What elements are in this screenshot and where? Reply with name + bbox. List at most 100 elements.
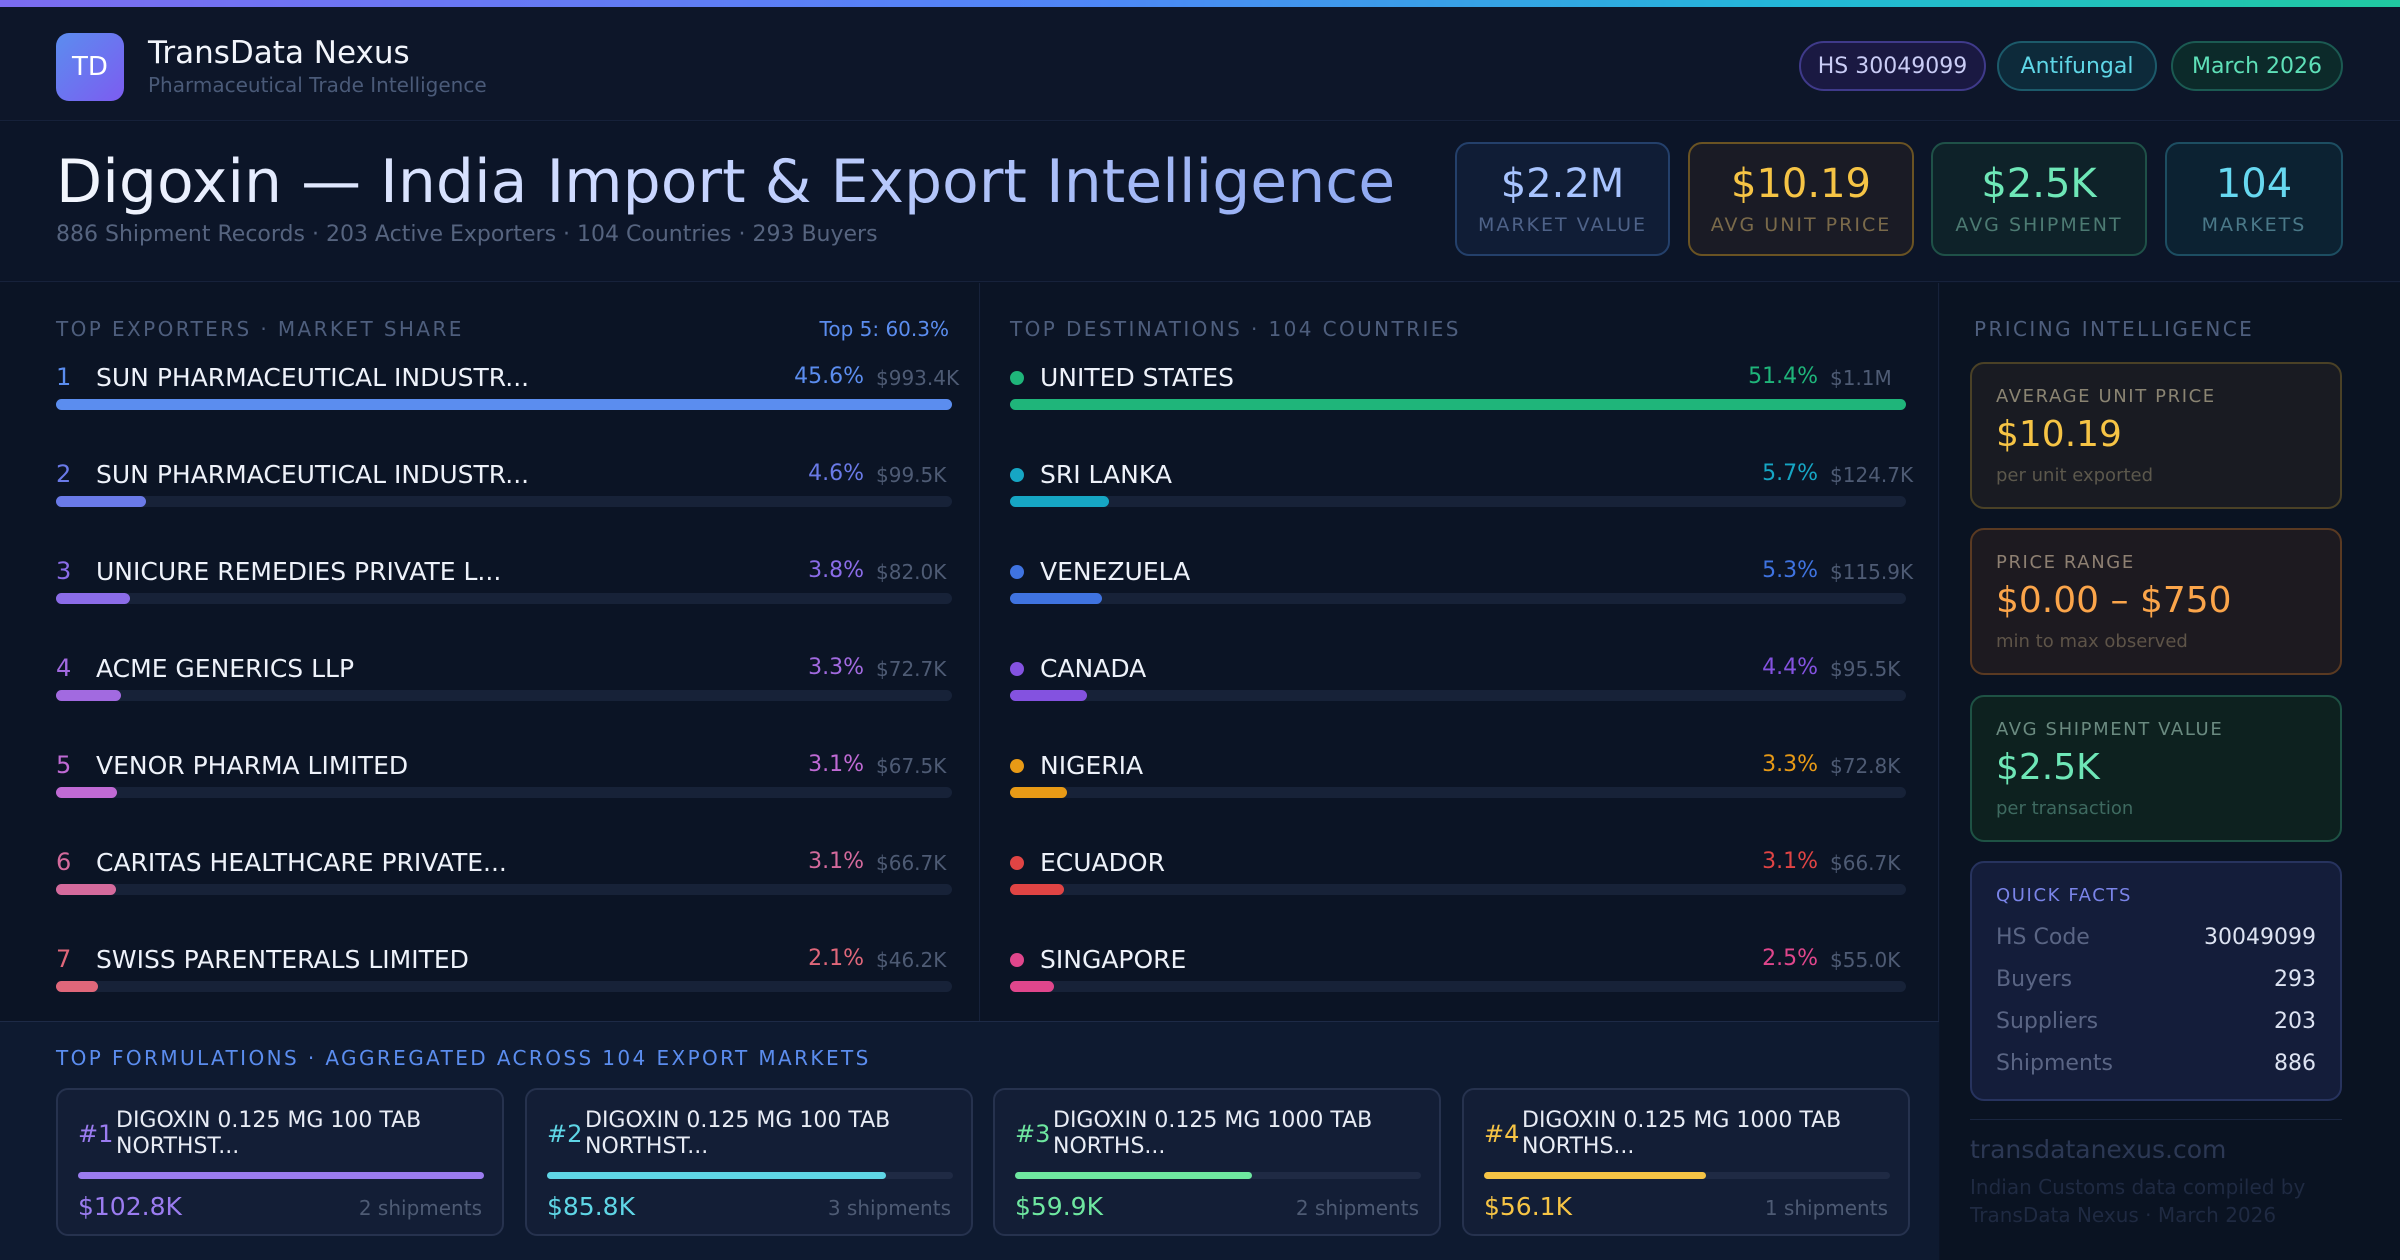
formulation-bar-fill <box>1484 1172 1706 1179</box>
destination-name: CANADA <box>1040 654 1147 683</box>
exporter-share-pct: 45.6% <box>794 364 864 389</box>
formulation-value: $102.8K <box>78 1192 182 1221</box>
destination-row[interactable]: VENEZUELA 5.3% $115.9K <box>1010 557 1913 617</box>
destination-name: SRI LANKA <box>1040 460 1172 489</box>
exporter-name: SWISS PARENTERALS LIMITED <box>96 945 469 974</box>
top5-note: Top 5: 60.3% <box>819 317 949 341</box>
avg-shipment-card: AVG SHIPMENT VALUE $2.5K per transaction <box>1970 695 2342 842</box>
formulation-shipments: 3 shipments <box>827 1196 951 1220</box>
kpi-markets: 104 MARKETS <box>2165 142 2343 256</box>
share-bar-fill <box>1010 884 1064 895</box>
fact-row: Shipments 886 <box>1996 1051 2316 1081</box>
destinations-panel: TOP DESTINATIONS · 104 COUNTRIES UNITED … <box>981 283 1939 1021</box>
fact-row: HS Code 30049099 <box>1996 925 2316 955</box>
destination-row[interactable]: ECUADOR 3.1% $66.7K <box>1010 848 1906 908</box>
destination-row[interactable]: SINGAPORE 2.5% $55.0K <box>1010 945 1906 1005</box>
formulation-name: DIGOXIN 0.125 MG 1000 TAB NORTHS... <box>1053 1108 1373 1159</box>
exporter-value: $993.4K <box>876 366 960 390</box>
share-bar-fill <box>56 690 122 701</box>
card-value: $0.00 – $750 <box>1996 580 2232 621</box>
destinations-title: TOP DESTINATIONS · 104 COUNTRIES <box>1010 317 1461 341</box>
formulation-name: DIGOXIN 0.125 MG 100 TAB NORTHST... <box>585 1108 891 1159</box>
card-note: per transaction <box>1996 798 2134 819</box>
formulation-bar-fill <box>78 1172 484 1179</box>
formulation-card[interactable]: #2 DIGOXIN 0.125 MG 100 TAB NORTHST... $85… <box>525 1088 973 1236</box>
formulation-shipments: 2 shipments <box>358 1196 482 1220</box>
share-bar-fill <box>56 593 131 604</box>
card-label: AVG SHIPMENT VALUE <box>1996 719 2224 740</box>
exporter-value: $46.2K <box>876 948 947 972</box>
share-bar-fill <box>56 884 117 895</box>
brand-name: TransData Nexus <box>148 35 410 71</box>
share-bar-track <box>1010 399 1906 410</box>
exporter-rank: 3 <box>56 557 72 585</box>
destination-value: $1.1M <box>1830 366 1892 390</box>
formulation-card[interactable]: #3 DIGOXIN 0.125 MG 1000 TAB NORTHS... $59… <box>993 1088 1441 1236</box>
destination-row[interactable]: CANADA 4.4% $95.5K <box>1010 654 1906 714</box>
share-bar-track <box>1010 787 1906 798</box>
exporter-name: CARITAS HEALTHCARE PRIVATE... <box>96 848 507 877</box>
fact-value: 203 <box>2274 1009 2316 1034</box>
share-bar-fill <box>56 496 147 507</box>
destination-value: $55.0K <box>1830 948 1901 972</box>
share-bar-track <box>56 496 952 507</box>
share-bar-track <box>56 884 952 895</box>
exporter-share-pct: 4.6% <box>808 461 864 486</box>
exporter-row[interactable]: 4 ACME GENERICS LLP 3.3% $72.7K <box>56 654 952 714</box>
pricing-panel: PRICING INTELLIGENCE AVERAGE UNIT PRICE … <box>1940 283 2400 1260</box>
country-dot-icon <box>1010 662 1024 676</box>
exporter-name: UNICURE REMEDIES PRIVATE L... <box>96 557 502 586</box>
formulation-name: DIGOXIN 0.125 MG 100 TAB NORTHST... <box>116 1108 422 1159</box>
exporter-rank: 4 <box>56 654 72 682</box>
exporter-share-pct: 2.1% <box>808 946 864 971</box>
exporter-row[interactable]: 5 VENOR PHARMA LIMITED 3.1% $67.5K <box>56 751 952 811</box>
destination-row[interactable]: SRI LANKA 5.7% $124.7K <box>1010 460 1913 520</box>
quick-facts-title: QUICK FACTS <box>1996 885 2133 906</box>
exporter-row[interactable]: 3 UNICURE REMEDIES PRIVATE L... 3.8% $82.0K <box>56 557 952 617</box>
date-pill[interactable]: March 2026 <box>2171 41 2343 91</box>
page-title: Digoxin — India Import & Export Intellig… <box>56 147 1396 217</box>
country-dot-icon <box>1010 953 1024 967</box>
destination-name: NIGERIA <box>1040 751 1144 780</box>
kpi-avg-shipment: $2.5K AVG SHIPMENT <box>1931 142 2147 256</box>
country-dot-icon <box>1010 468 1024 482</box>
share-bar-fill <box>1010 690 1088 701</box>
exporter-row[interactable]: 6 CARITAS HEALTHCARE PRIVATE... 3.1% $66.7K <box>56 848 952 908</box>
share-bar-track <box>1010 690 1906 701</box>
kpi-market-value: $2.2M MARKET VALUE <box>1455 142 1670 256</box>
formulation-card[interactable]: #4 DIGOXIN 0.125 MG 1000 TAB NORTHS... $56… <box>1462 1088 1910 1236</box>
destination-row[interactable]: NIGERIA 3.3% $72.8K <box>1010 751 1906 811</box>
share-bar-fill <box>1010 399 1906 410</box>
destination-share-pct: 51.4% <box>1748 364 1818 389</box>
formulation-bar-track <box>78 1172 484 1179</box>
kpi-label: MARKET VALUE <box>1477 214 1648 236</box>
page-subtitle: 886 Shipment Records · 203 Active Export… <box>56 222 878 247</box>
title-band: Digoxin — India Import & Export Intellig… <box>0 122 2400 282</box>
formulation-card[interactable]: #1 DIGOXIN 0.125 MG 100 TAB NORTHST... $10… <box>56 1088 504 1236</box>
kpi-avg-unit-price: $10.19 AVG UNIT PRICE <box>1688 142 1914 256</box>
fact-key: Suppliers <box>1996 1009 2099 1034</box>
formulations-title: TOP FORMULATIONS · AGGREGATED ACROSS 104… <box>56 1046 871 1070</box>
exporter-name: SUN PHARMACEUTICAL INDUSTR... <box>96 460 530 489</box>
share-bar-track <box>56 690 952 701</box>
fact-value: 886 <box>2274 1051 2316 1076</box>
destination-share-pct: 4.4% <box>1762 655 1818 680</box>
destination-value: $95.5K <box>1830 657 1901 681</box>
formulation-bar-track <box>1015 1172 1421 1179</box>
destination-row[interactable]: UNITED STATES 51.4% $1.1M <box>1010 363 1906 423</box>
share-bar-track <box>1010 884 1906 895</box>
fact-row: Buyers 293 <box>1996 967 2316 997</box>
exporter-row[interactable]: 7 SWISS PARENTERALS LIMITED 2.1% $46.2K <box>56 945 952 1005</box>
formulation-bar-fill <box>547 1172 886 1179</box>
exporter-row[interactable]: 2 SUN PHARMACEUTICAL INDUSTR... 4.6% $99.5K <box>56 460 952 520</box>
site-link[interactable]: transdatanexus.com <box>1970 1135 2227 1164</box>
formulation-value: $59.9K <box>1015 1192 1103 1221</box>
exporter-row[interactable]: 1 SUN PHARMACEUTICAL INDUSTR... 45.6% $993.… <box>56 363 959 423</box>
share-bar-track <box>1010 496 1906 507</box>
formulation-bar-track <box>547 1172 953 1179</box>
category-pill[interactable]: Antifungal <box>1997 41 2157 91</box>
share-bar-fill <box>1010 981 1054 992</box>
hs-code-pill[interactable]: HS 30049099 <box>1799 41 1986 91</box>
footer-divider <box>1970 1119 2342 1120</box>
card-label: PRICE RANGE <box>1996 552 2135 573</box>
